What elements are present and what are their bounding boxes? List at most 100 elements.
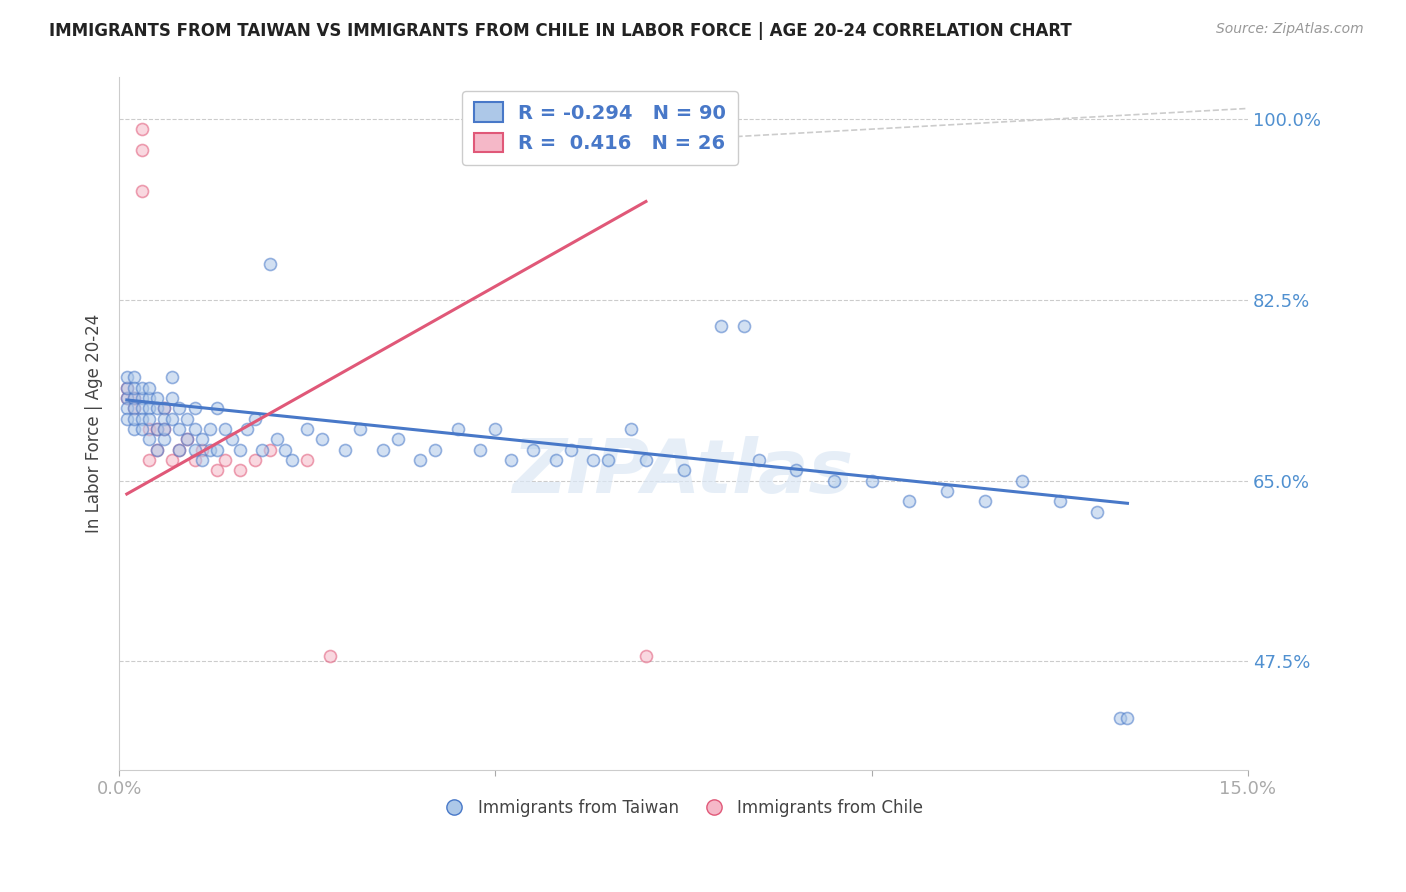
Point	[860, 474, 883, 488]
Point	[205, 463, 228, 477]
Point	[425, 442, 447, 457]
Point	[634, 649, 657, 664]
Point	[1085, 505, 1108, 519]
Point	[484, 422, 506, 436]
Point	[153, 401, 176, 416]
Point	[146, 442, 169, 457]
Point	[297, 453, 319, 467]
Point	[228, 442, 250, 457]
Point	[183, 422, 205, 436]
Point	[259, 256, 281, 270]
Point	[252, 442, 274, 457]
Point	[499, 453, 522, 467]
Point	[198, 422, 221, 436]
Point	[311, 432, 333, 446]
Point	[205, 401, 228, 416]
Point	[124, 391, 146, 405]
Point	[1011, 474, 1033, 488]
Point	[138, 411, 160, 425]
Point	[598, 453, 620, 467]
Point	[409, 453, 432, 467]
Point	[169, 442, 191, 457]
Point	[160, 370, 183, 384]
Point	[243, 411, 266, 425]
Point	[115, 380, 138, 394]
Point	[131, 422, 153, 436]
Point	[160, 411, 183, 425]
Point	[146, 422, 169, 436]
Point	[228, 463, 250, 477]
Point	[748, 453, 770, 467]
Point	[124, 380, 146, 394]
Point	[281, 453, 304, 467]
Point	[634, 453, 657, 467]
Point	[297, 422, 319, 436]
Point	[115, 391, 138, 405]
Point	[733, 318, 755, 333]
Point	[935, 483, 957, 498]
Point	[221, 432, 243, 446]
Point	[138, 380, 160, 394]
Point	[620, 422, 643, 436]
Point	[447, 422, 470, 436]
Point	[153, 411, 176, 425]
Point	[349, 422, 371, 436]
Point	[191, 442, 214, 457]
Point	[138, 401, 160, 416]
Point	[131, 391, 153, 405]
Point	[153, 432, 176, 446]
Point	[333, 442, 356, 457]
Point	[183, 453, 205, 467]
Point	[183, 401, 205, 416]
Point	[169, 401, 191, 416]
Point	[259, 442, 281, 457]
Text: Source: ZipAtlas.com: Source: ZipAtlas.com	[1216, 22, 1364, 37]
Point	[115, 370, 138, 384]
Point	[115, 401, 138, 416]
Point	[124, 411, 146, 425]
Point	[115, 411, 138, 425]
Point	[1109, 711, 1132, 725]
Point	[124, 422, 146, 436]
Point	[146, 401, 169, 416]
Point	[153, 401, 176, 416]
Point	[544, 453, 567, 467]
Point	[522, 442, 544, 457]
Point	[146, 442, 169, 457]
Point	[183, 442, 205, 457]
Point	[153, 422, 176, 436]
Point	[153, 422, 176, 436]
Y-axis label: In Labor Force | Age 20-24: In Labor Force | Age 20-24	[86, 314, 103, 533]
Point	[176, 432, 198, 446]
Point	[198, 442, 221, 457]
Point	[672, 463, 695, 477]
Point	[785, 463, 807, 477]
Point	[274, 442, 297, 457]
Point	[582, 453, 605, 467]
Point	[124, 391, 146, 405]
Point	[131, 401, 153, 416]
Point	[146, 422, 169, 436]
Point	[319, 649, 342, 664]
Point	[124, 370, 146, 384]
Point	[387, 432, 409, 446]
Text: IMMIGRANTS FROM TAIWAN VS IMMIGRANTS FROM CHILE IN LABOR FORCE | AGE 20-24 CORRE: IMMIGRANTS FROM TAIWAN VS IMMIGRANTS FRO…	[49, 22, 1071, 40]
Point	[115, 391, 138, 405]
Point	[131, 380, 153, 394]
Point	[205, 442, 228, 457]
Point	[131, 411, 153, 425]
Point	[138, 453, 160, 467]
Point	[138, 422, 160, 436]
Point	[214, 422, 236, 436]
Point	[710, 318, 733, 333]
Point	[898, 494, 921, 508]
Point	[160, 391, 183, 405]
Point	[115, 380, 138, 394]
Point	[138, 391, 160, 405]
Point	[371, 442, 394, 457]
Point	[243, 453, 266, 467]
Point	[191, 453, 214, 467]
Point	[131, 184, 153, 198]
Text: ZIPAtlas: ZIPAtlas	[513, 435, 853, 508]
Point	[160, 453, 183, 467]
